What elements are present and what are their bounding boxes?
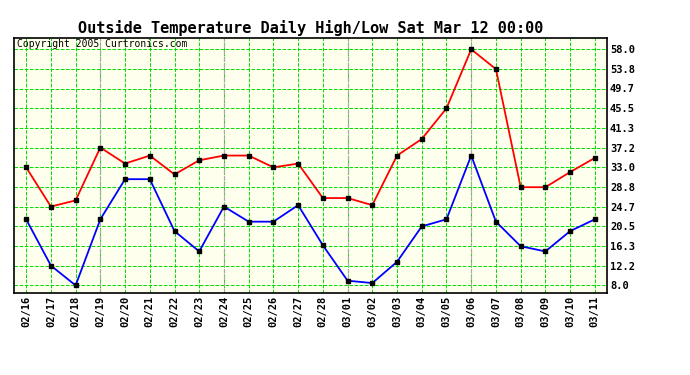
Text: Copyright 2005 Curtronics.com: Copyright 2005 Curtronics.com <box>17 39 187 49</box>
Title: Outside Temperature Daily High/Low Sat Mar 12 00:00: Outside Temperature Daily High/Low Sat M… <box>78 20 543 36</box>
